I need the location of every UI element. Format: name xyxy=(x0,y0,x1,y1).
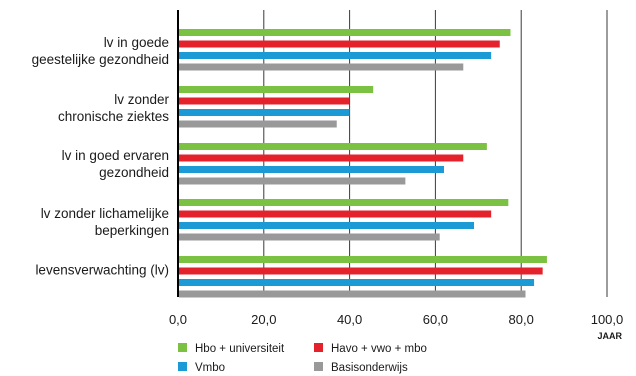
bar xyxy=(179,177,406,185)
category-label: beperkingen xyxy=(95,223,169,238)
legend-swatch xyxy=(314,343,323,352)
category-label: levensverwachting (lv) xyxy=(35,263,169,278)
bar xyxy=(179,233,440,241)
bars xyxy=(179,29,547,298)
category-label: lv in goed ervaren xyxy=(62,148,169,163)
category-labels: lv in goede geestelijke gezondheid lv zond… xyxy=(32,35,170,278)
category-label: geestelijke gezondheid xyxy=(32,52,169,67)
bar xyxy=(179,109,350,116)
bar xyxy=(179,29,511,36)
bar xyxy=(179,154,464,162)
category-label: gezondheid xyxy=(99,165,169,180)
category-label: lv in goede xyxy=(104,35,169,50)
bar xyxy=(179,86,374,93)
bar xyxy=(179,143,487,150)
bar xyxy=(179,97,350,105)
category-label: lv zonder lichamelijke xyxy=(41,206,169,221)
x-tick-label: 20,0 xyxy=(251,312,276,327)
x-tick-label: 100,0 xyxy=(591,312,624,327)
bar xyxy=(179,52,492,59)
legend-item: Vmbo xyxy=(178,361,225,375)
legend: Hbo + universiteit Havo + vwo + mbo Vmbo Ba… xyxy=(178,342,498,376)
legend-item: Havo + vwo + mbo xyxy=(314,342,427,356)
bar xyxy=(179,63,464,71)
x-tick-label: 60,0 xyxy=(423,312,448,327)
category-label: lv zonder xyxy=(114,92,169,107)
legend-swatch xyxy=(178,362,187,371)
x-tick-labels: 0,0 20,0 40,0 60,0 80,0 100,0 xyxy=(169,312,623,327)
bar xyxy=(179,120,337,128)
legend-swatch xyxy=(178,343,187,352)
x-tick-label: 40,0 xyxy=(337,312,362,327)
x-axis-unit-label: JAAR xyxy=(597,331,622,341)
bar xyxy=(179,267,543,275)
legend-label: Basisonderwijs xyxy=(331,362,408,374)
bar xyxy=(179,279,535,286)
bar xyxy=(179,290,526,298)
legend-swatch xyxy=(314,362,323,371)
bar xyxy=(179,166,444,173)
bar xyxy=(179,199,509,206)
legend-label: Havo + vwo + mbo xyxy=(331,343,427,355)
legend-label: Hbo + universiteit xyxy=(195,343,285,355)
legend-item: Basisonderwijs xyxy=(314,361,408,375)
x-tick-label: 0,0 xyxy=(169,312,187,327)
bar xyxy=(179,210,492,218)
category-label: chronische ziektes xyxy=(58,109,169,124)
x-tick-label: 80,0 xyxy=(509,312,534,327)
legend-item: Hbo + universiteit xyxy=(178,342,284,356)
bar xyxy=(179,256,547,263)
legend-label: Vmbo xyxy=(195,362,226,374)
bar xyxy=(179,40,500,48)
bar xyxy=(179,222,475,229)
